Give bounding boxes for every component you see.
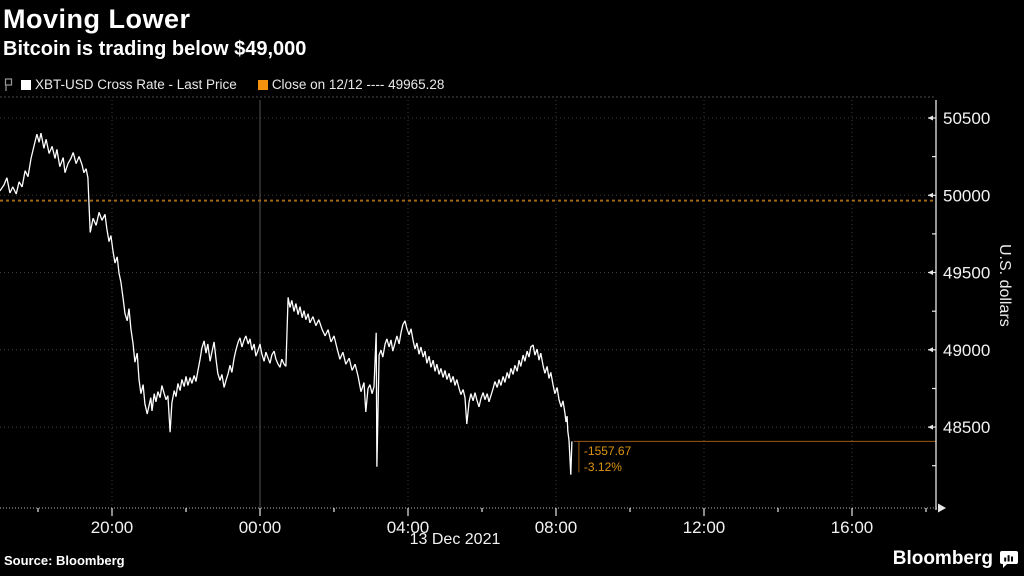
source-credit: Source: Bloomberg: [4, 553, 125, 568]
y-tick-label: 50500: [943, 109, 990, 128]
y-tick-label: 49000: [943, 341, 990, 360]
change-percent: -3.12%: [583, 460, 622, 475]
bloomberg-wordmark: Bloomberg: [892, 548, 993, 569]
y-tick-label: 48500: [943, 418, 990, 437]
x-tick-label: 16:00: [831, 518, 874, 537]
bloomberg-logo: Bloomberg: [893, 548, 1018, 570]
y-tick-label: 49500: [943, 264, 990, 283]
pin-icon: [4, 78, 13, 91]
page-title: Moving Lower: [3, 4, 191, 34]
price-line: [0, 132, 573, 475]
legend-label: Close on 12/12 ---- 49965.28: [271, 77, 445, 92]
orange-swatch-icon: [257, 79, 268, 90]
x-tick-label: 12:00: [683, 518, 726, 537]
last-price-annotation: -1557.67 -3.12%: [584, 443, 631, 475]
legend-item-close: Close on 12/12 ---- 49965.28: [257, 77, 445, 92]
x-tick-label: 08:00: [535, 518, 578, 537]
bloomberg-terminal-icon: [1000, 550, 1018, 568]
x-axis-date-label: 13 Dec 2021: [409, 531, 501, 548]
white-swatch-icon: [21, 79, 31, 90]
x-tick-label: 04:00: [387, 518, 430, 537]
legend-label: XBT-USD Cross Rate - Last Price: [35, 77, 237, 92]
x-tick-label: 20:00: [91, 518, 134, 537]
chart-legend: XBT-USD Cross Rate - Last Price Close on…: [4, 77, 444, 92]
x-tick-label: 00:00: [239, 518, 282, 537]
y-axis-title: U.S. dollars: [996, 244, 1013, 327]
y-tick-label: 50000: [943, 186, 990, 205]
page-subtitle: Bitcoin is trading below $49,000: [3, 38, 307, 60]
x-axis-arrow: [938, 503, 946, 513]
legend-item-last-price: XBT-USD Cross Rate - Last Price: [21, 77, 237, 92]
change-value: -1557.67: [583, 444, 632, 459]
